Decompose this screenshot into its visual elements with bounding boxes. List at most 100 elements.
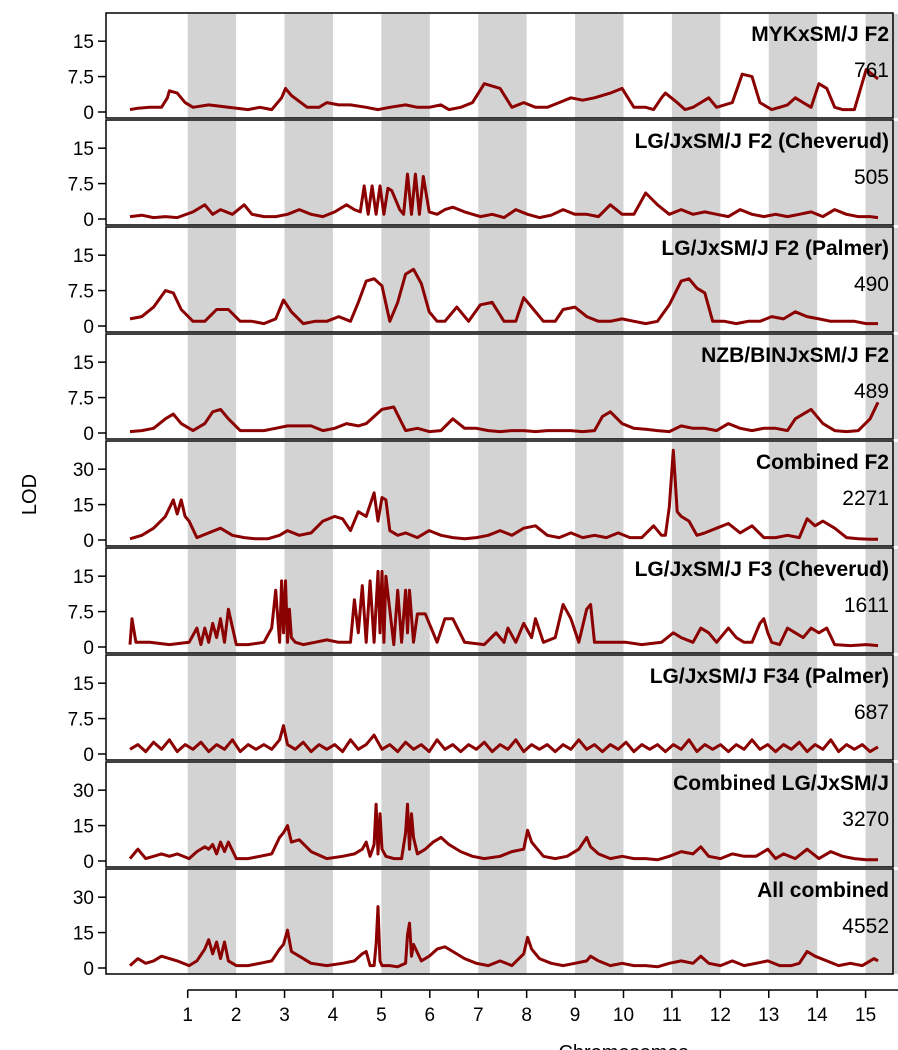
- chromosome-band: [187, 763, 237, 867]
- chromosome-band: [478, 121, 527, 225]
- panel-frame: [105, 12, 894, 119]
- lod-series-line: [129, 267, 878, 326]
- y-tick-label: 30: [73, 781, 94, 802]
- chromosome-band: [575, 228, 624, 332]
- chromosome-band: [575, 870, 624, 974]
- panel-count: 505: [854, 166, 889, 189]
- panel-title: Combined LG/JxSM/J: [673, 772, 889, 795]
- x-tick-label: 8: [521, 1005, 532, 1026]
- chromosome-band: [187, 656, 237, 760]
- y-tick-label: 0: [83, 424, 94, 445]
- chromosome-band: [284, 14, 333, 118]
- panel-frame: [105, 440, 894, 547]
- x-tick-label: 10: [613, 1005, 634, 1026]
- x-tick-label: 1: [182, 1005, 193, 1026]
- y-tick-label: 15: [73, 246, 94, 267]
- panels-group: 0 7.5 15 MYKxSM/J F2 761 0 7.5 15 LG/JxSM/J F2 (…: [68, 12, 898, 980]
- chromosome-band: [671, 121, 721, 225]
- y-tick-label: 15: [73, 496, 94, 517]
- panel-count: 1611: [844, 594, 889, 617]
- x-tick-label: 15: [855, 1005, 876, 1026]
- panel-frame: [105, 547, 894, 654]
- chromosome-band: [284, 763, 333, 867]
- y-tick-label: 7.5: [68, 282, 94, 303]
- panel-title: LG/JxSM/J F3 (Cheverud): [635, 558, 889, 581]
- y-tick-label: 30: [73, 460, 94, 481]
- x-tick-label: 4: [328, 1005, 339, 1026]
- y-tick-label: 7.5: [68, 175, 94, 196]
- x-tick-label: 14: [807, 1005, 829, 1026]
- x-tick-label: 7: [473, 1005, 484, 1026]
- panel: 0 7.5 15 LG/JxSM/J F34 (Palmer) 687: [68, 654, 898, 766]
- panel-title: LG/JxSM/J F34 (Palmer): [650, 665, 889, 688]
- panel-title: Combined F2: [756, 451, 889, 474]
- chromosome-band: [187, 121, 237, 225]
- y-tick-label: 0: [83, 210, 94, 231]
- chromosome-band: [381, 121, 430, 225]
- panel-title: All combined: [757, 879, 889, 902]
- panel-count: 4552: [842, 915, 889, 938]
- chromosome-band: [284, 335, 333, 439]
- chromosome-band: [284, 870, 333, 974]
- y-tick-label: 0: [83, 745, 94, 766]
- y-tick-label: 0: [83, 959, 94, 980]
- x-tick-label: 2: [231, 1005, 242, 1026]
- x-axis: 12345678910111213141516171819: [182, 989, 898, 1026]
- lod-series-line: [129, 172, 879, 220]
- x-tick-label: 11: [662, 1005, 682, 1026]
- y-tick-label: 0: [83, 531, 94, 552]
- chromosome-band: [284, 228, 333, 332]
- chromosome-band: [187, 442, 237, 546]
- panel-count: 2271: [842, 487, 889, 510]
- panel: 0 7.5 15 LG/JxSM/J F2 (Palmer) 490: [68, 226, 898, 338]
- y-tick-label: 15: [73, 353, 94, 374]
- lod-series-line: [129, 724, 879, 754]
- chromosome-band: [284, 656, 333, 760]
- panel-title: MYKxSM/J F2: [751, 23, 889, 46]
- y-tick-label: 15: [73, 567, 94, 588]
- chromosome-band: [575, 442, 624, 546]
- chromosome-band: [575, 763, 624, 867]
- panel-title: NZB/BINJxSM/J F2: [701, 344, 889, 367]
- chromosome-band: [768, 442, 818, 546]
- panel: 0 15 30 Combined LG/JxSM/J 3270: [73, 761, 898, 873]
- panel: 0 7.5 15 LG/JxSM/J F2 (Cheverud) 505: [68, 119, 898, 231]
- y-tick-label: 15: [73, 32, 94, 53]
- chromosome-band: [478, 442, 527, 546]
- panel: 0 7.5 15 NZB/BINJxSM/J F2 489: [68, 333, 898, 445]
- panel-frame: [105, 226, 894, 333]
- chromosome-band: [187, 335, 237, 439]
- y-tick-label: 7.5: [68, 710, 94, 731]
- x-tick-label: 6: [425, 1005, 436, 1026]
- y-tick-label: 15: [73, 674, 94, 695]
- panel-count: 489: [854, 380, 889, 403]
- panel: 0 15 30 All combined 4552: [73, 868, 898, 980]
- chromosome-band: [768, 656, 818, 760]
- panel: 0 7.5 15 LG/JxSM/J F3 (Cheverud) 1611: [68, 547, 898, 659]
- x-tick-label: 9: [570, 1005, 581, 1026]
- panel-frame: [105, 868, 894, 975]
- y-tick-label: 0: [83, 317, 94, 338]
- lod-series-line: [128, 802, 878, 862]
- y-tick-label: 15: [73, 924, 94, 945]
- y-tick-label: 30: [73, 888, 94, 909]
- chromosome-band: [768, 121, 818, 225]
- panel-count: 490: [854, 273, 889, 296]
- lod-series-line: [129, 68, 879, 112]
- chromosome-band: [575, 549, 624, 653]
- panel: 0 7.5 15 MYKxSM/J F2 761: [68, 12, 898, 124]
- y-tick-label: 0: [83, 103, 94, 124]
- y-tick-label: 7.5: [68, 68, 94, 89]
- chromosome-band: [671, 870, 721, 974]
- y-axis-label: LOD: [19, 474, 41, 515]
- y-tick-label: 7.5: [68, 389, 94, 410]
- panel-frame: [105, 333, 894, 440]
- panel-count: 687: [854, 701, 889, 724]
- x-tick-label: 13: [758, 1005, 779, 1026]
- chromosome-band: [187, 14, 237, 118]
- panel-frame: [105, 119, 894, 226]
- chromosome-band: [768, 549, 818, 653]
- chromosome-band: [381, 335, 430, 439]
- chromosome-band: [478, 14, 527, 118]
- chromosome-band: [768, 870, 818, 974]
